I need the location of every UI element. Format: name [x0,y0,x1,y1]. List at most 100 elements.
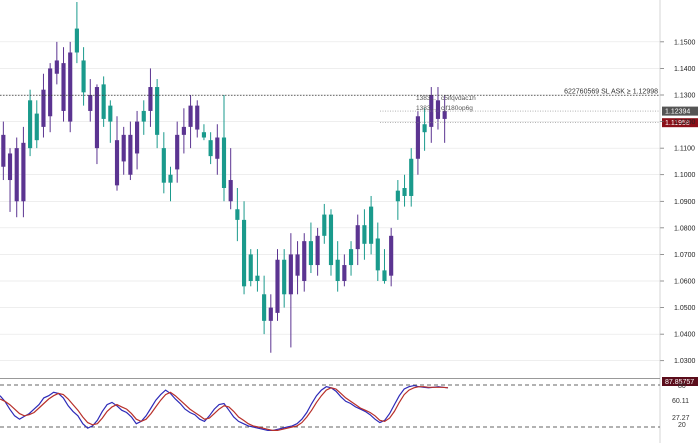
price-axis: 1.1500 1.1400 1.1300 1.1200 1.1100 1.1000 1.09… [659,0,696,443]
candle [101,76,106,127]
candle [68,41,73,133]
candle [395,180,400,220]
y-tick-label: 1.1400 [674,66,696,73]
candle-body [322,214,327,236]
candle-body [188,105,193,127]
candle [155,79,160,149]
candle-body [442,110,447,119]
osc-tick-80: 80 [678,383,686,390]
candles [1,2,447,353]
candle-body [255,275,260,281]
trade-label-3[interactable]: 1383... [416,105,436,112]
candle-body [429,95,434,127]
candle-body [208,140,213,157]
candle [282,249,287,308]
candle-body [315,235,320,266]
candle [141,100,146,135]
osc-tick-20: 20 [678,422,686,429]
candle-body [362,225,367,244]
candle [241,201,247,295]
candle-body [382,270,387,281]
candle-body [121,134,126,162]
candle [409,148,414,207]
candle [335,241,340,292]
price-tag-label: 1.11958 [665,120,690,127]
candle-body [168,174,173,183]
candle-body [228,180,233,202]
candle [148,68,153,127]
y-tick-label: 1.1000 [674,172,696,179]
candle-body [195,105,200,130]
candle [195,100,200,138]
candle [389,227,394,287]
candle [208,132,213,165]
candle [48,63,53,133]
trade-label-1[interactable]: 1383... [416,95,436,102]
candle-body [48,68,53,117]
candle-body [88,95,93,111]
candle [288,233,293,348]
candle [248,249,253,287]
candle [94,84,100,165]
candle [362,209,367,260]
candle-body [295,254,300,276]
candle [415,110,420,175]
candle-body [435,100,441,119]
y-tick-label: 1.1100 [674,146,695,153]
y-tick-label: 1.1500 [674,39,696,46]
trade-labels: 1383... c5ifqvdac1h 1383... cjf180op6g [416,95,476,112]
candle [308,222,313,274]
candle [328,209,334,276]
price-tag-label: 1.12394 [665,109,690,116]
candle [382,249,387,284]
candle [74,2,79,64]
candle-body [68,52,73,122]
sl-label: 622760569 SL ASK ≥ 1.12998 [564,88,658,95]
candle [215,124,220,175]
candle-body [375,238,380,271]
candle [322,203,327,244]
candle [221,95,227,202]
candle-body [74,28,79,53]
candle-body [101,84,106,119]
candle-body [155,87,160,135]
osc-series-line [0,384,449,431]
candle [201,124,207,141]
candle-body [288,254,293,295]
candle-body [221,137,227,188]
candle-body [248,254,253,281]
candle [128,121,133,181]
candle [14,137,19,218]
candle-body [355,225,360,250]
candle-body [128,134,133,175]
candle [348,241,354,276]
candle-body [34,113,39,141]
candle-body [21,142,26,202]
candle [175,121,180,183]
candle-body [268,307,273,321]
osc-tick-27: 27.27 [672,415,690,422]
candle [235,188,240,242]
candle [41,73,46,138]
candle-body [215,137,220,159]
trade-label-2[interactable]: c5ifqvdac1h [441,95,476,102]
candle-body [28,100,33,149]
candle-body [108,105,113,122]
candle [295,241,300,295]
y-tick-label: 1.0600 [674,279,696,286]
oscillator-pane: 87.85757 80 60.11 27.27 20 [0,377,698,431]
candle-body [308,241,313,266]
y-tick-label: 1.0300 [674,358,696,365]
price-levels: 622760569 SL ASK ≥ 1.12998 1.12394 1.11958 [0,88,698,128]
candle-body [1,134,6,167]
trade-label-4[interactable]: cjf180op6g [441,105,473,112]
candle-body [395,190,400,202]
candle [369,195,374,255]
candle [422,108,427,151]
y-tick-label: 1.0800 [674,225,696,232]
candle-body [161,148,166,183]
candle-body [389,235,394,276]
candle [114,116,120,191]
osc-series-line [0,386,449,431]
candle-body [302,241,307,281]
